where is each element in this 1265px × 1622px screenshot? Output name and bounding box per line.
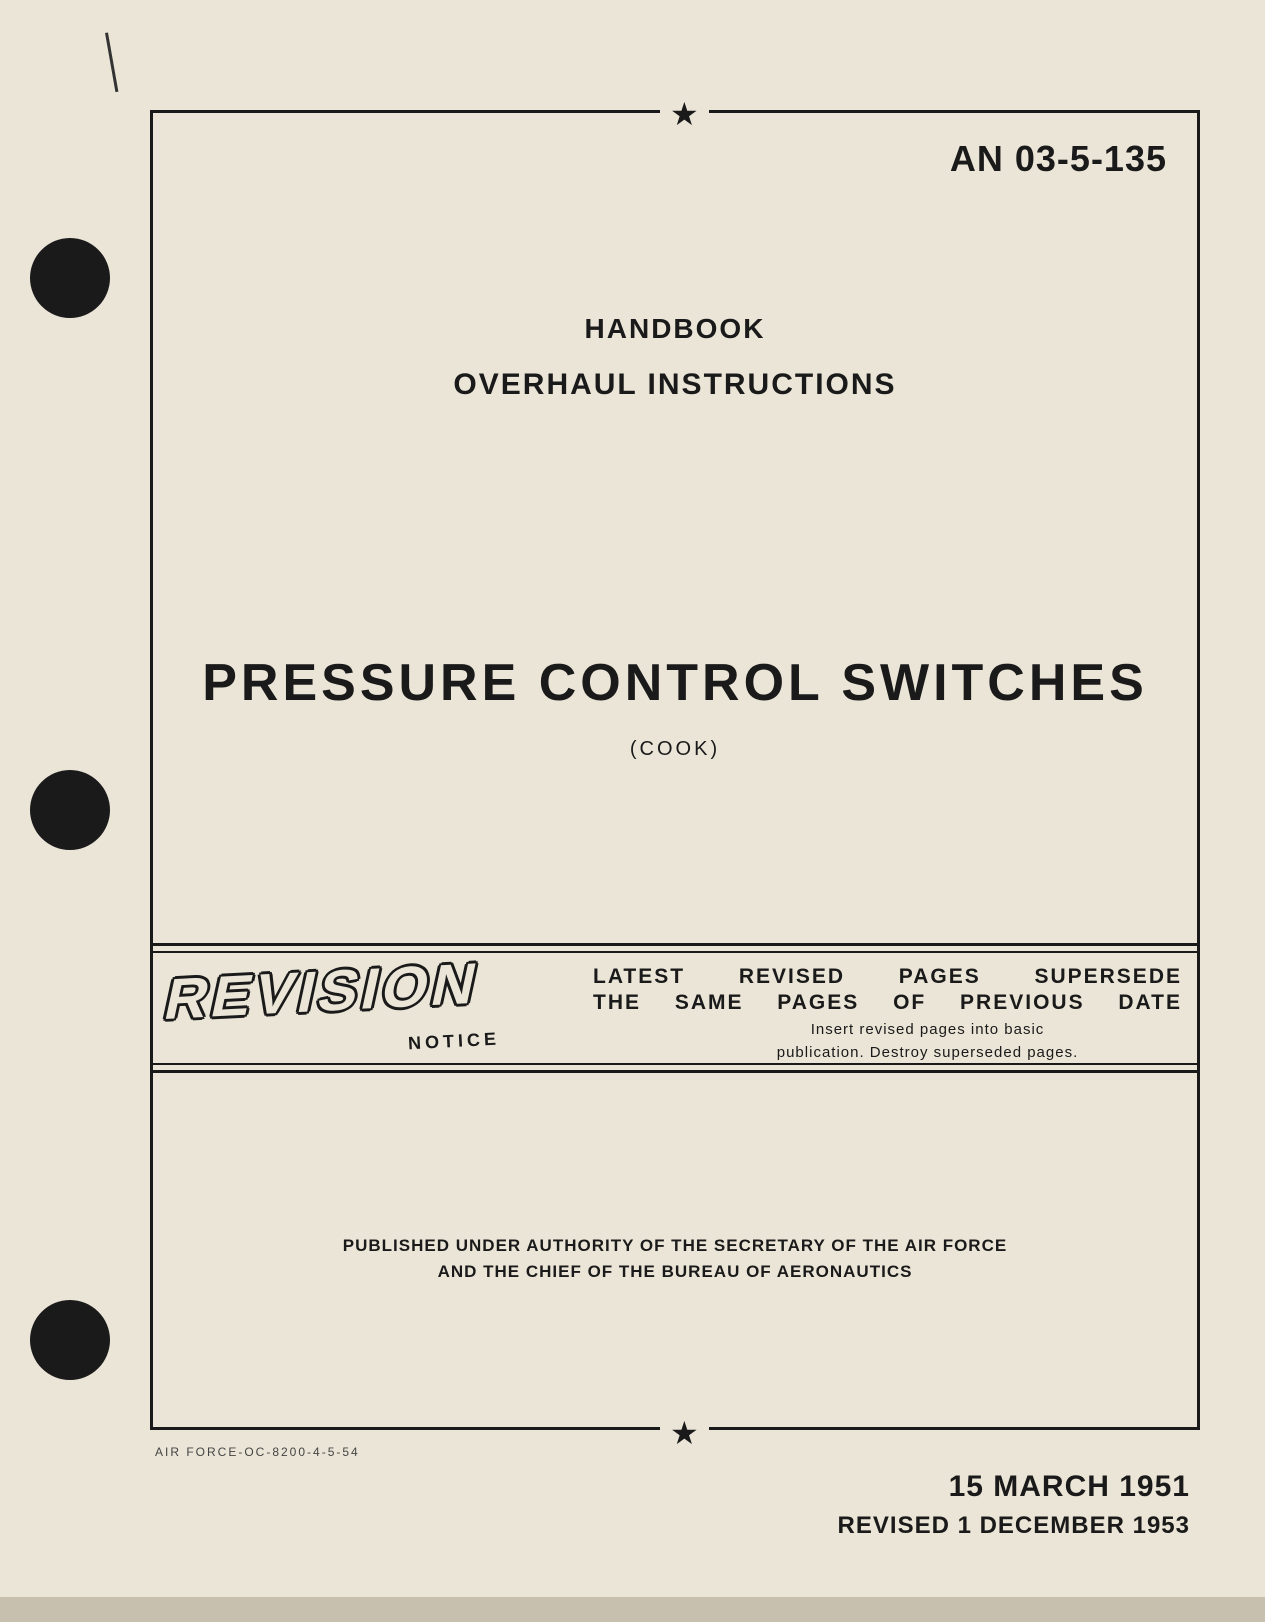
punch-hole bbox=[30, 770, 110, 850]
overhaul-label: OVERHAUL INSTRUCTIONS bbox=[153, 368, 1197, 402]
band-rule bbox=[153, 1070, 1197, 1073]
original-date: 15 MARCH 1951 bbox=[949, 1470, 1190, 1504]
revision-heading-line1: LATEST REVISED PAGES SUPERSEDE bbox=[593, 965, 1182, 989]
document-frame: AN 03-5-135 HANDBOOK OVERHAUL INSTRUCTIO… bbox=[150, 110, 1200, 1430]
authority-line2: AND THE CHIEF OF THE BUREAU OF AERONAUTI… bbox=[153, 1259, 1197, 1285]
authority-line1: PUBLISHED UNDER AUTHORITY OF THE SECRETA… bbox=[153, 1233, 1197, 1259]
punch-hole bbox=[30, 1300, 110, 1380]
manufacturer-label: (COOK) bbox=[153, 738, 1197, 761]
document-number: AN 03-5-135 bbox=[950, 138, 1167, 180]
notice-word: NOTICE bbox=[408, 1029, 501, 1055]
document-page: ★ ★ AN 03-5-135 HANDBOOK OVERHAUL INSTRU… bbox=[0, 0, 1265, 1622]
band-rule bbox=[153, 943, 1197, 946]
staple-mark bbox=[105, 28, 145, 92]
print-code: AIR FORCE-OC-8200-4-5-54 bbox=[155, 1445, 360, 1459]
publication-authority: PUBLISHED UNDER AUTHORITY OF THE SECRETA… bbox=[153, 1233, 1197, 1284]
revision-text-block: LATEST REVISED PAGES SUPERSEDE THE SAME … bbox=[593, 965, 1182, 1061]
revision-instruction-line2: publication. Destroy superseded pages. bbox=[593, 1044, 1182, 1061]
star-ornament-top: ★ bbox=[660, 95, 709, 133]
revision-instruction-line1: Insert revised pages into basic bbox=[593, 1021, 1182, 1038]
main-title: PRESSURE CONTROL SWITCHES bbox=[153, 653, 1197, 713]
star-ornament-bottom: ★ bbox=[660, 1414, 709, 1452]
page-edge-shadow bbox=[0, 1597, 1265, 1622]
band-rule bbox=[153, 951, 1197, 953]
revision-word: REVISION bbox=[159, 950, 487, 1033]
revision-notice-band: REVISION NOTICE LATEST REVISED PAGES SUP… bbox=[153, 943, 1197, 1073]
handbook-label: HANDBOOK bbox=[153, 313, 1197, 345]
band-rule bbox=[153, 1063, 1197, 1065]
revision-heading-line2: THE SAME PAGES OF PREVIOUS DATE bbox=[593, 991, 1182, 1015]
punch-hole bbox=[30, 238, 110, 318]
revised-date: REVISED 1 DECEMBER 1953 bbox=[838, 1512, 1190, 1540]
